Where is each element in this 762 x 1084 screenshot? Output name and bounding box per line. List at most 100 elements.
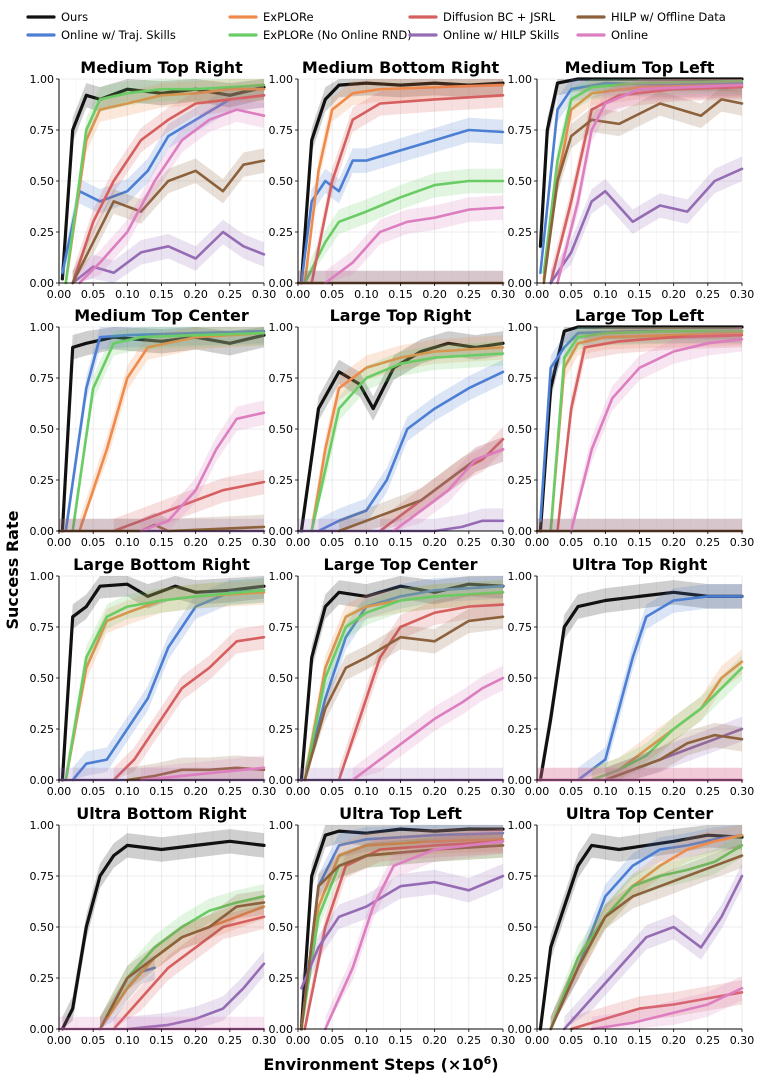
x-tick-label: 0.15 [149,288,174,301]
series-band-online-w-hilp-skills [550,156,742,283]
legend-item-online-w-hilp-skills: Online w/ HILP Skills [408,28,559,42]
legend-item-diffusion-bc-jsrl: Diffusion BC + JSRL [408,10,556,24]
series-band-hilp-w-offline-data [298,270,503,283]
x-tick-label: 0.05 [320,536,345,549]
x-tick-label: 0.30 [730,536,755,549]
y-tick-label: 0.75 [508,372,533,385]
series-band-diffusion-bc-jsrl [113,904,265,1029]
x-tick-label: 0.30 [491,288,516,301]
legend: Ours Online w/ Traj. Skills ExPLORe ExPLORe… [26,10,726,42]
x-tick-label: 0.20 [422,785,447,798]
x-tick-label: 0.15 [388,536,413,549]
x-tick-label: 0.10 [354,288,379,301]
y-tick-label: 0.50 [30,423,55,436]
x-tick-label: 0.10 [115,785,140,798]
series-band-online-w-hilp-skills [298,767,503,780]
series-band-diffusion-bc-jsrl [557,327,742,531]
x-tick-label: 0.15 [149,1034,174,1047]
panel-medium-bottom-right: 0.00 0.05 0.10 0.15 0.20 0.25 0.30 0.00 0.25 0.50… [269,58,516,301]
y-tick-label: 1.00 [269,570,294,583]
x-tick-label: 0.00 [47,536,72,549]
x-tick-label: 0.05 [320,785,345,798]
panel-medium-top-left: 0.00 0.05 0.10 0.15 0.20 0.25 0.30 0.00 0.25 0.50… [508,58,755,301]
x-tick-label: 0.30 [252,288,277,301]
y-tick-label: 1.00 [269,73,294,86]
series-line-explore [310,346,505,533]
y-tick-label: 1.00 [508,73,533,86]
x-tick-label: 0.00 [286,536,311,549]
series-band-hilp-w-offline-data [59,512,264,531]
y-tick-label: 0.75 [30,372,55,385]
x-tick-label: 0.20 [661,536,686,549]
y-tick-label: 0.25 [269,723,294,736]
legend-label: ExPLORe [263,10,314,24]
series-line-online-w-hilp-skills [549,167,744,285]
series-band-online-w-hilp-skills [301,863,503,1001]
series-band-explore [65,79,264,283]
panel-title: Ultra Top Left [339,804,462,823]
series-line-online [139,411,266,533]
series-line-explore [303,83,505,285]
series-line-explore-no-online-rnd [590,666,744,782]
series-line-hilp-w-offline-data [98,901,266,1031]
panel-large-bottom-right: 0.00 0.05 0.10 0.15 0.20 0.25 0.30 0.00 0.25 0.50… [30,555,277,798]
series-line-online [392,448,505,533]
x-tick-label: 0.25 [218,785,243,798]
x-tick-label: 0.15 [627,785,652,798]
y-tick-label: 0.00 [30,774,55,787]
series-line-online-w-traj-skills [61,94,266,275]
series-line-ours [538,77,744,248]
panel-title: Large Top Right [330,306,472,325]
series-band-online [571,327,742,531]
x-tick-label: 0.00 [47,1034,72,1047]
series-line-online [324,206,505,285]
x-tick-label: 0.15 [388,785,413,798]
x-tick-label: 0.15 [388,288,413,301]
series-line-explore-no-online-rnd [64,589,266,782]
series-line-online-w-hilp-skills [563,874,744,1031]
series-line-online-w-hilp-skills [300,874,505,990]
x-tick-label: 0.25 [457,785,482,798]
series-line-ours [538,590,744,782]
x-tick-label: 0.10 [593,1034,618,1047]
series-line-ours [60,582,266,782]
series-line-ours [299,827,505,1031]
panels: 0.00 0.05 0.10 0.15 0.20 0.25 0.30 0.00 0.25 0.50… [30,58,755,1047]
panel-title: Ultra Bottom Right [76,804,247,823]
series-band-ours [540,580,742,780]
y-tick-label: 0.50 [508,175,533,188]
series-line-online [139,766,266,782]
series-band-hilp-w-offline-data [301,833,503,1029]
x-tick-label: 0.20 [422,536,447,549]
panel-title: Ultra Top Right [572,555,708,574]
x-tick-label: 0.00 [525,785,550,798]
x-tick-label: 0.05 [559,785,584,798]
series-band-ours [540,825,742,1029]
y-tick-label: 0.25 [30,723,55,736]
series-band-online-w-hilp-skills [298,508,503,531]
x-tick-label: 0.10 [115,1034,140,1047]
x-tick-label: 0.10 [593,536,618,549]
y-axis-title: Success Rate [3,510,22,629]
x-tick-label: 0.05 [320,288,345,301]
y-tick-label: 0.50 [508,921,533,934]
y-tick-label: 0.25 [30,474,55,487]
x-tick-label: 0.20 [183,536,208,549]
panel-title: Medium Top Right [80,58,243,77]
panel-medium-top-center: 0.00 0.05 0.10 0.15 0.20 0.25 0.30 0.00 0.25 0.50… [30,306,277,549]
series-line-diffusion-bc-jsrl [337,603,505,782]
series-line-online-w-traj-skills [64,329,266,533]
y-tick-label: 0.25 [269,474,294,487]
x-tick-label: 0.30 [252,785,277,798]
series-band-explore-no-online-rnd [311,341,503,531]
y-tick-label: 0.00 [269,525,294,538]
series-line-explore-no-online-rnd [310,352,505,533]
series-line-diffusion-bc-jsrl [112,915,266,1031]
y-tick-label: 0.50 [269,423,294,436]
series-band-hilp-w-offline-data [537,518,742,531]
x-tick-label: 0.10 [354,536,379,549]
y-tick-label: 1.00 [30,570,55,583]
x-tick-label: 0.25 [218,288,243,301]
y-tick-label: 0.00 [30,525,55,538]
panel-title: Ultra Top Center [566,804,714,823]
